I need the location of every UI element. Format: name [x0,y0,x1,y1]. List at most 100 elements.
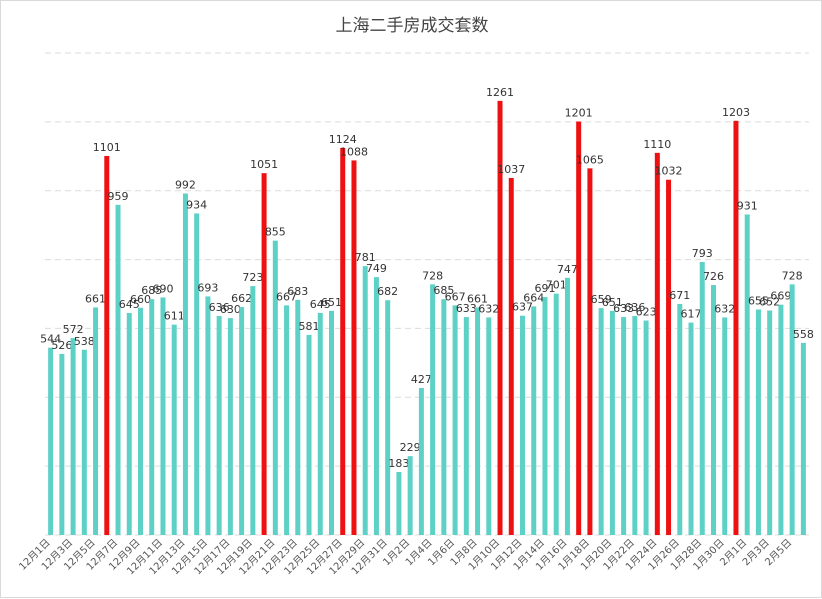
bar [418,387,424,535]
bar [205,296,211,535]
data-label: 526 [51,339,72,352]
bar [677,303,683,535]
data-label: 934 [186,198,207,211]
data-label: 683 [287,285,308,298]
bar [688,322,694,535]
chart-title: 上海二手房成交套数 [335,16,489,36]
data-label: 632 [478,302,499,315]
data-label: 630 [220,303,241,316]
data-label: 645 [310,298,331,311]
bar [520,315,525,535]
data-label: 611 [164,310,185,323]
data-label: 667 [276,290,297,303]
data-label: 728 [422,269,443,282]
bar [430,284,436,535]
bar [317,312,323,535]
data-label: 667 [445,290,466,303]
data-label: 747 [557,263,578,276]
data-label: 1101 [93,141,121,154]
bar [609,310,615,535]
bar [441,299,447,535]
bar [643,320,649,535]
bar [711,285,716,535]
bar [250,286,256,535]
data-label: 229 [400,441,421,454]
bar [306,334,312,535]
data-label: 671 [669,289,690,302]
bar [126,312,132,535]
data-label: 651 [602,296,623,309]
data-label: 723 [242,271,263,284]
data-label: 183 [388,457,409,470]
bar [362,266,368,535]
data-label: 632 [714,302,735,315]
bar [385,300,391,535]
data-label: 652 [759,296,780,309]
data-label: 645 [119,298,140,311]
bar [272,240,278,535]
bar [81,349,87,535]
data-label: 633 [613,302,634,315]
bar [778,304,784,535]
data-label: 427 [411,373,432,386]
data-label: 726 [703,270,724,283]
bar [295,299,301,535]
bar [171,324,177,535]
data-label: 682 [377,285,398,298]
data-label: 633 [456,302,477,315]
bar [576,121,582,535]
bar [654,152,660,535]
bar [699,261,705,535]
bar [261,173,267,535]
data-label: 538 [74,335,95,348]
bar [621,317,627,535]
data-label: 661 [467,292,488,305]
bar [767,310,773,535]
data-label: 855 [265,226,286,239]
data-label: 959 [108,190,129,203]
data-label: 661 [85,292,106,305]
data-label: 1203 [722,106,750,119]
bar [508,177,514,536]
data-label: 1065 [576,153,604,166]
bar [789,284,795,535]
bar [93,307,99,535]
bar [531,306,537,535]
data-label: 931 [737,199,758,212]
data-label: 992 [175,178,196,191]
bar [744,214,750,535]
data-label: 662 [231,292,252,305]
data-label: 749 [366,262,387,275]
bar [666,179,672,535]
data-label: 660 [130,293,151,306]
data-label: 690 [152,282,173,295]
data-label: 651 [321,296,342,309]
bar [800,342,806,535]
bar [475,307,481,535]
bar [227,318,233,535]
data-label: 655 [748,294,769,307]
bar [104,155,110,535]
data-label: 1201 [565,107,593,120]
bar [497,100,503,536]
bar [373,277,379,535]
data-label: 1051 [250,158,278,171]
data-label: 1037 [497,163,525,176]
bar [340,148,346,535]
data-label: 581 [299,320,320,333]
data-label: 781 [355,251,376,264]
data-label: 1088 [340,145,368,158]
bar [564,277,570,535]
bar [598,308,604,535]
data-label: 1124 [329,133,357,146]
data-label: 728 [782,269,803,282]
data-label: 558 [793,328,814,341]
bar [486,317,492,535]
data-label: 691 [534,282,555,295]
data-label: 693 [197,281,218,294]
bar [138,307,143,535]
data-label: 1110 [643,138,671,151]
data-label: 636 [209,301,230,314]
bar [351,160,357,536]
